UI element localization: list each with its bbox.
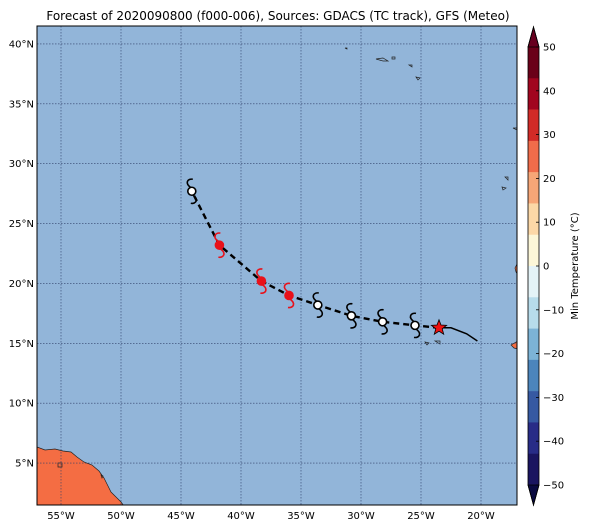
colorbar-segment [528,109,539,142]
observed-track-line [439,327,478,342]
cyclone-symbol-icon [283,282,295,309]
y-axis-labels: 5°N 10°N 15°N 20°N 25°N 30°N 35°N 40°N [9,39,34,469]
tc-track [186,178,478,342]
colorbar-tick-label: −30 [543,393,564,404]
colorbar-segment [528,47,539,79]
y-tick-label: 20°N [9,279,34,290]
x-tick-label: 40°W [227,511,255,522]
x-tick-label: 50°W [107,511,135,522]
cyclone-symbol-icon [377,308,388,335]
colorbar-tick-label: 40 [543,86,556,97]
current-position-star-icon [430,318,448,336]
y-tick-label: 30°N [9,159,34,170]
colorbar-tick-label: 30 [543,130,556,141]
colorbar-tick-label: −40 [543,437,564,448]
colorbar-segment [528,328,539,361]
colorbar-tick-label: −20 [543,349,564,360]
x-tick-label: 30°W [347,511,375,522]
colorbar-segment [528,266,539,298]
colorbar-segment [528,453,539,486]
colorbar-tick-label: −50 [543,481,564,492]
y-tick-label: 35°N [9,99,34,110]
colorbar-tick-label: 10 [543,218,556,229]
colorbar-segment [528,391,539,423]
x-tick-label: 55°W [47,511,75,522]
x-tick-label: 25°W [407,511,435,522]
colorbar-tick-label: 50 [543,43,556,54]
colorbar-segment [528,359,539,392]
colorbar-tick-label: −10 [543,305,564,316]
figure-title: Forecast of 2020090800 (f000-006), Sourc… [46,9,509,23]
y-tick-label: 5°N [15,459,34,470]
x-tick-label: 20°W [467,511,495,522]
colorbar-segment [528,203,539,236]
map-frame [36,25,518,506]
cyclone-symbol-icon [214,232,225,259]
colorbar-label: Min Temperature (°C) [570,212,581,319]
colorbar-segment [528,78,539,110]
colorbar-segment [528,140,539,173]
colorbar-segment [528,297,539,329]
colorbar-tick-label: 0 [543,262,549,273]
colorbar-tick-label: 20 [543,174,556,185]
x-axis-labels: 55°W 50°W 45°W 40°W 35°W 30°W 25°W 20°W [47,511,495,522]
map-area [37,26,517,505]
y-tick-label: 25°N [9,219,34,230]
ocean [37,26,517,505]
colorbar-bottom-extend [527,484,540,507]
graticule [37,26,517,505]
x-tick-label: 45°W [167,511,195,522]
colorbar-segment [528,422,539,455]
y-tick-label: 15°N [9,339,34,350]
colorbar-top-extend [527,25,540,48]
y-tick-label: 10°N [9,399,34,410]
x-tick-label: 35°W [287,511,315,522]
cyclone-symbol-icon [312,292,324,318]
cyclone-symbol-icon [409,312,421,339]
y-tick-label: 40°N [9,39,34,50]
cyclone-symbol-icon [186,178,198,205]
colorbar-segment [528,172,539,204]
islands [57,47,517,479]
land-south-america [37,446,124,505]
cyclone-symbol-icon [346,302,357,329]
colorbar-segment [528,234,539,267]
cyclone-symbol-icon [256,268,267,294]
colorbar: 50 40 30 20 10 0 −10 −20 −30 −40 −50 [527,25,564,507]
